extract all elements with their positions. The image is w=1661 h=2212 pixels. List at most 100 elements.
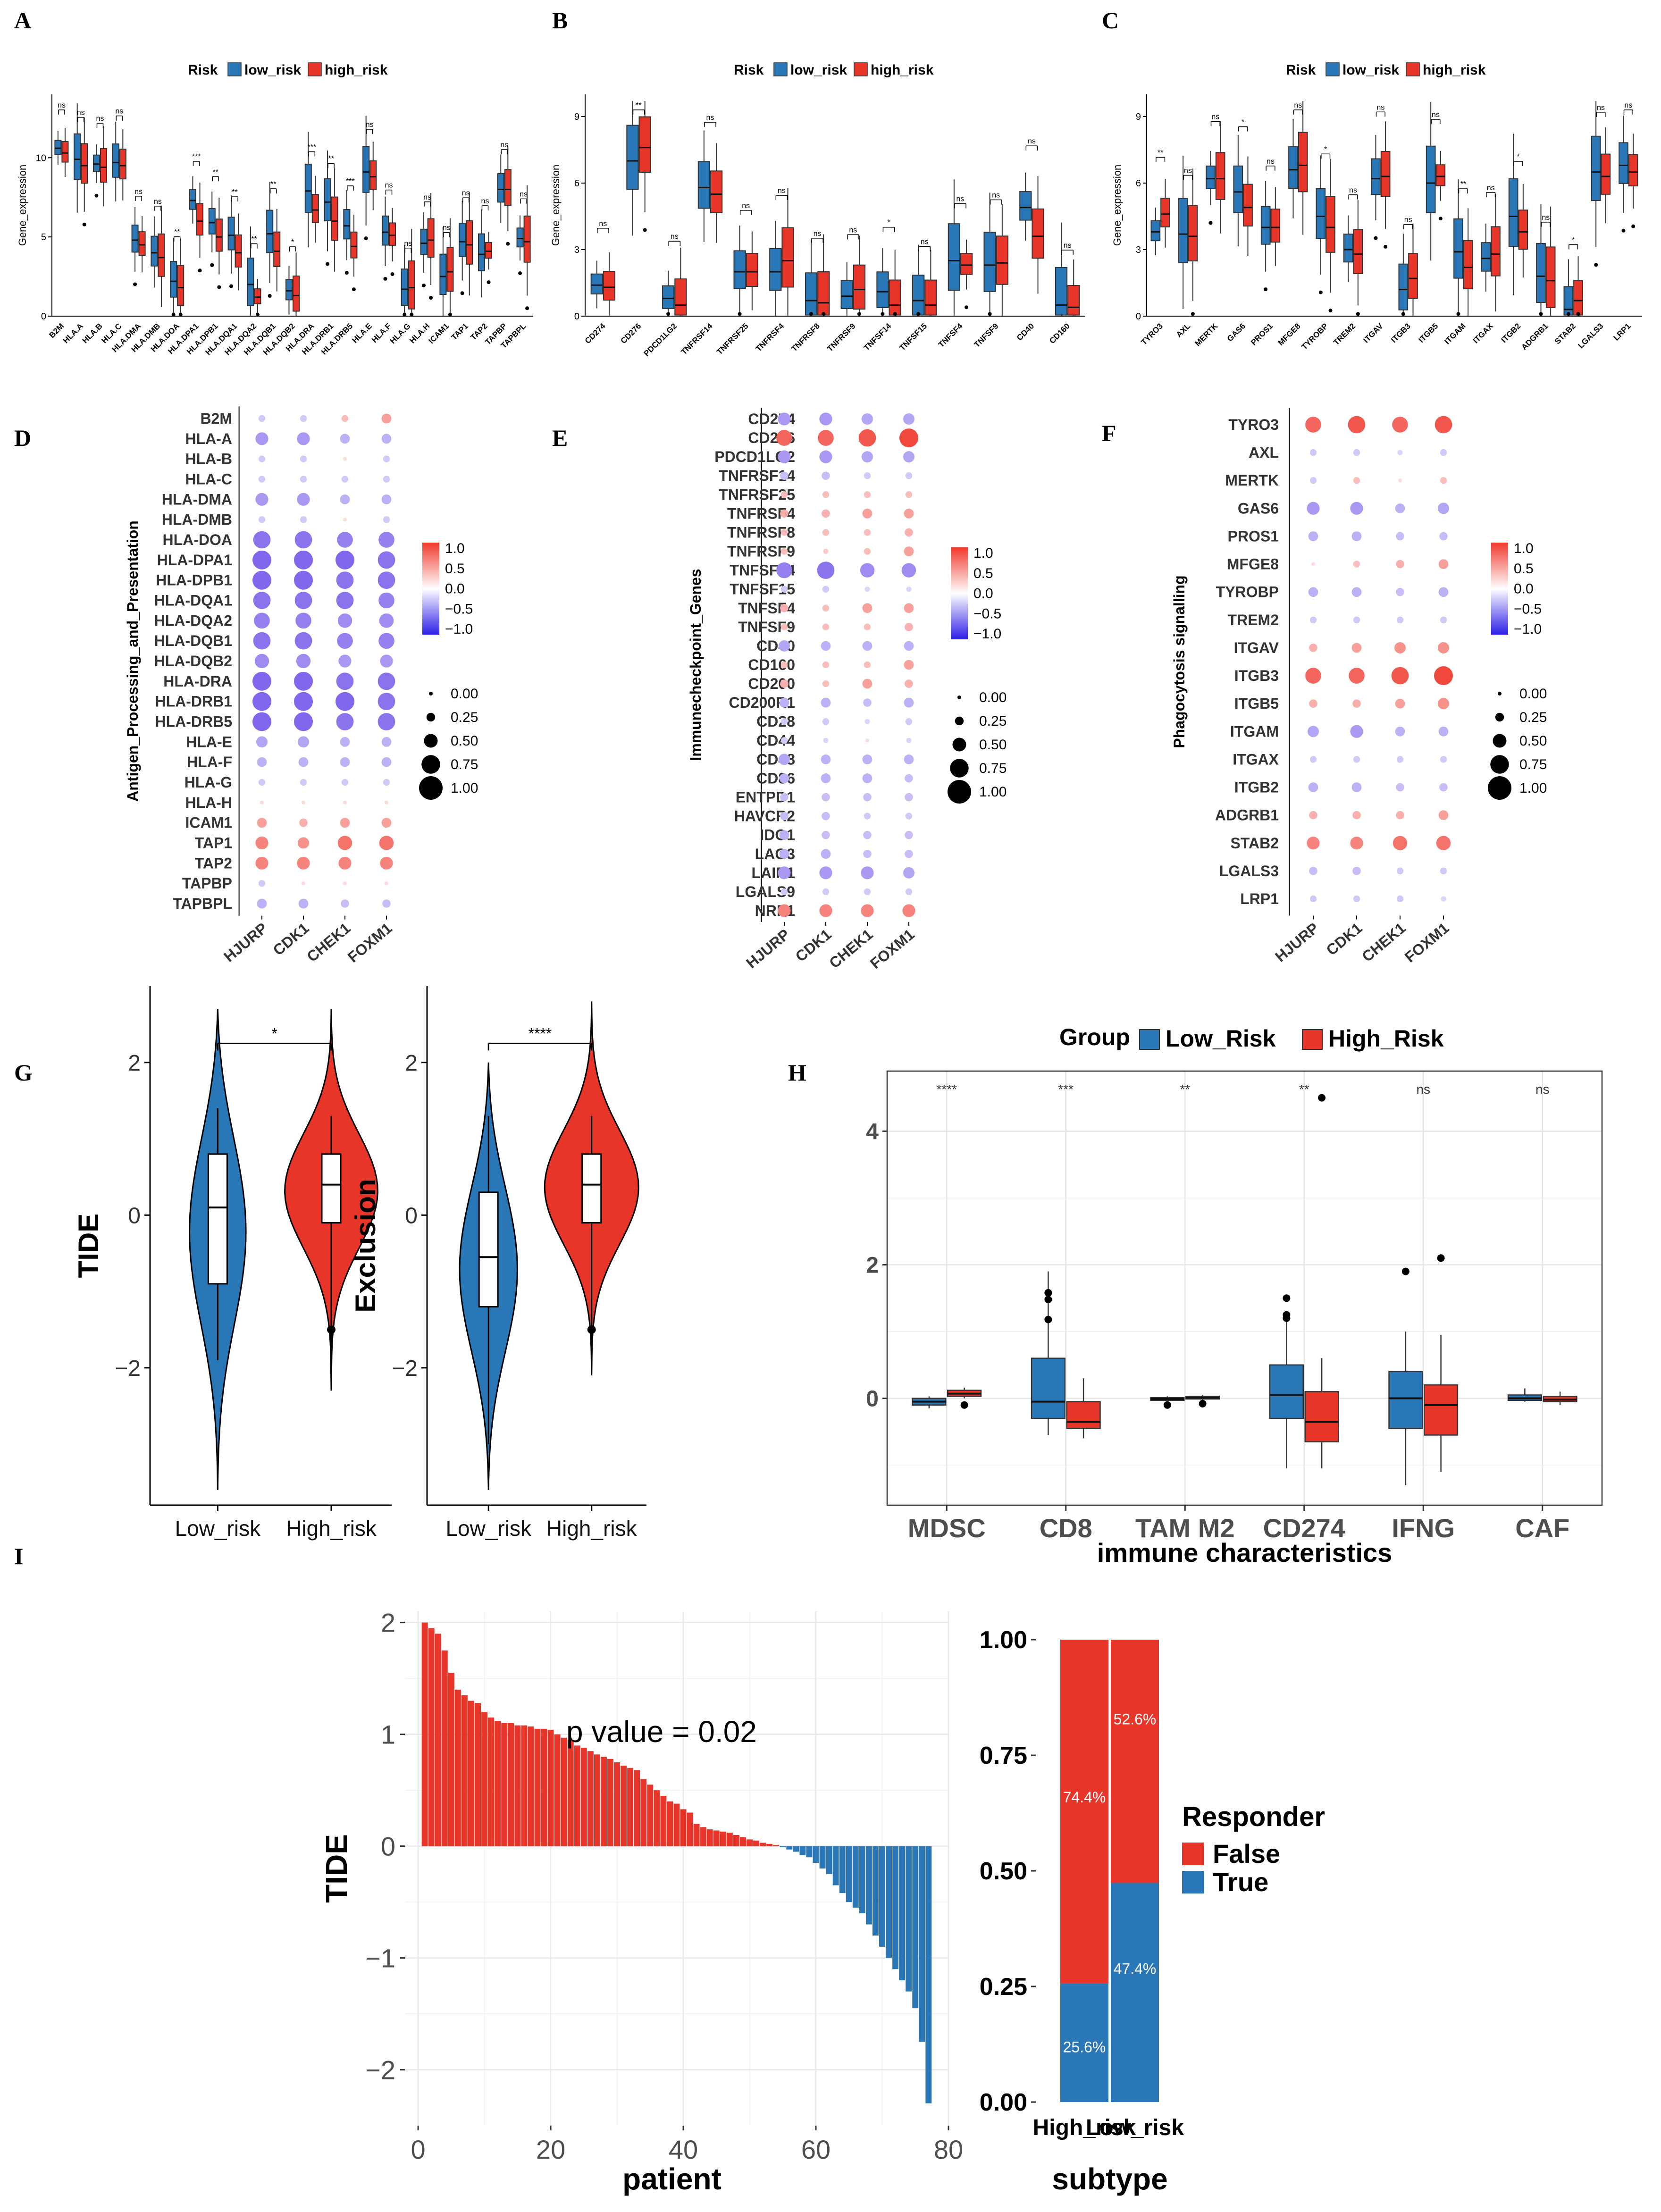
x-tick-label: ITGB5	[1417, 321, 1440, 344]
bubble	[862, 641, 872, 651]
box-low_risk	[247, 257, 254, 306]
row-label: HLA-DPA1	[157, 552, 232, 569]
sig-label: *	[291, 238, 294, 246]
bubble	[819, 412, 832, 426]
row-label: LRP1	[1240, 890, 1279, 907]
colorbar-tick-label: −0.5	[973, 606, 1001, 621]
legend-title: Risk	[734, 62, 764, 78]
box-high_risk	[100, 148, 108, 183]
bubble	[863, 793, 872, 802]
sig-label: ***	[192, 153, 201, 161]
colorbar	[422, 543, 439, 635]
bubble	[778, 866, 791, 880]
box-high_risk	[273, 231, 281, 267]
sig-label: **	[1158, 149, 1163, 157]
sig-label: ns	[500, 141, 508, 149]
sig-label: ns	[96, 115, 104, 123]
legend-key-high	[308, 62, 322, 76]
outlier-point	[229, 284, 234, 288]
bubble	[1395, 698, 1405, 709]
bar-patient	[872, 1846, 879, 1936]
bubble	[780, 661, 788, 669]
outlier-point	[1401, 1267, 1409, 1275]
sig-label: ns	[992, 192, 1000, 200]
box-high_risk	[427, 218, 435, 258]
colorbar-tick-label: 0.0	[1514, 581, 1534, 597]
bubble	[1396, 811, 1404, 820]
outlier-point	[94, 193, 99, 198]
sig-label: ns	[1597, 104, 1605, 112]
bubble	[1436, 836, 1451, 850]
outlier-point	[857, 312, 861, 316]
colorbar	[1491, 543, 1508, 635]
bubble	[1396, 616, 1404, 624]
y-tick-label: 0	[41, 311, 46, 322]
bubble	[1440, 449, 1447, 456]
legend-label-low: low_risk	[790, 62, 847, 78]
bubble	[341, 476, 349, 483]
bubble	[779, 640, 790, 652]
outlier-point	[1283, 1314, 1291, 1322]
bubble	[336, 713, 354, 730]
box-low_risk	[112, 143, 119, 178]
box-high_risk	[138, 231, 146, 256]
y-tick-label: 2	[405, 1051, 418, 1076]
box-high_risk	[746, 253, 758, 287]
size-key	[1495, 712, 1504, 722]
bar-patient	[766, 1843, 773, 1846]
bar-patient	[673, 1803, 680, 1846]
x-tick-label: CD274	[1263, 1513, 1345, 1543]
box-low_risk	[304, 163, 312, 213]
box-low_risk	[948, 223, 961, 291]
box-high_risk	[1067, 285, 1080, 316]
x-tick-label: TNFRSF8	[789, 321, 822, 353]
bubble	[343, 881, 347, 886]
sig-label: ns	[520, 190, 528, 198]
bar-patient	[713, 1830, 720, 1846]
x-tick-label: HLA.E	[351, 321, 374, 344]
outlier-point	[1318, 1094, 1326, 1102]
sig-label: ns	[671, 233, 679, 241]
bubble	[381, 737, 392, 747]
bubble	[300, 516, 307, 523]
bar-patient	[614, 1762, 621, 1846]
size-key	[955, 716, 964, 726]
bar-patient	[859, 1846, 865, 1913]
box-high_risk	[781, 227, 794, 288]
bar-patient	[647, 1785, 654, 1846]
bubble	[253, 531, 271, 549]
panel-A: Risk low_risk high_risk 0 5 10 Gene_expression…	[17, 62, 533, 357]
bubble	[903, 867, 914, 879]
bar-patient	[528, 1726, 534, 1846]
bar-patient	[554, 1734, 561, 1846]
x-tick-label: TYRO3	[1139, 321, 1165, 347]
size-key-label: 1.00	[451, 780, 478, 796]
bar-patient	[627, 1768, 634, 1846]
bubble	[905, 472, 913, 479]
bubble	[901, 563, 916, 578]
bubble	[1348, 416, 1366, 434]
x-tick-label: TNFRSF25	[715, 321, 750, 356]
bubble	[863, 830, 872, 839]
sig-label: ns	[956, 195, 965, 203]
bubble	[379, 836, 394, 850]
outlier-point	[809, 312, 814, 316]
sig-label: ***	[307, 143, 316, 151]
box-high_risk	[485, 242, 493, 259]
column-label: CHEK1	[1359, 919, 1409, 965]
bar-patient	[693, 1824, 700, 1846]
outlier-point	[268, 294, 272, 298]
bubble	[298, 898, 309, 909]
sig-label: ns	[706, 114, 714, 122]
box-high_risk	[177, 265, 185, 306]
bubble	[1309, 616, 1317, 624]
y-tick-label: 1	[381, 1720, 395, 1750]
x-tick-label: ITGAM	[1443, 321, 1467, 346]
bubble	[379, 613, 394, 628]
outlier-point	[587, 1325, 596, 1334]
box-low_risk	[1055, 267, 1068, 316]
sig-label: ns	[134, 188, 143, 196]
bar-patient	[607, 1759, 613, 1846]
bubble	[336, 672, 354, 690]
box-low_risk	[1178, 198, 1188, 263]
